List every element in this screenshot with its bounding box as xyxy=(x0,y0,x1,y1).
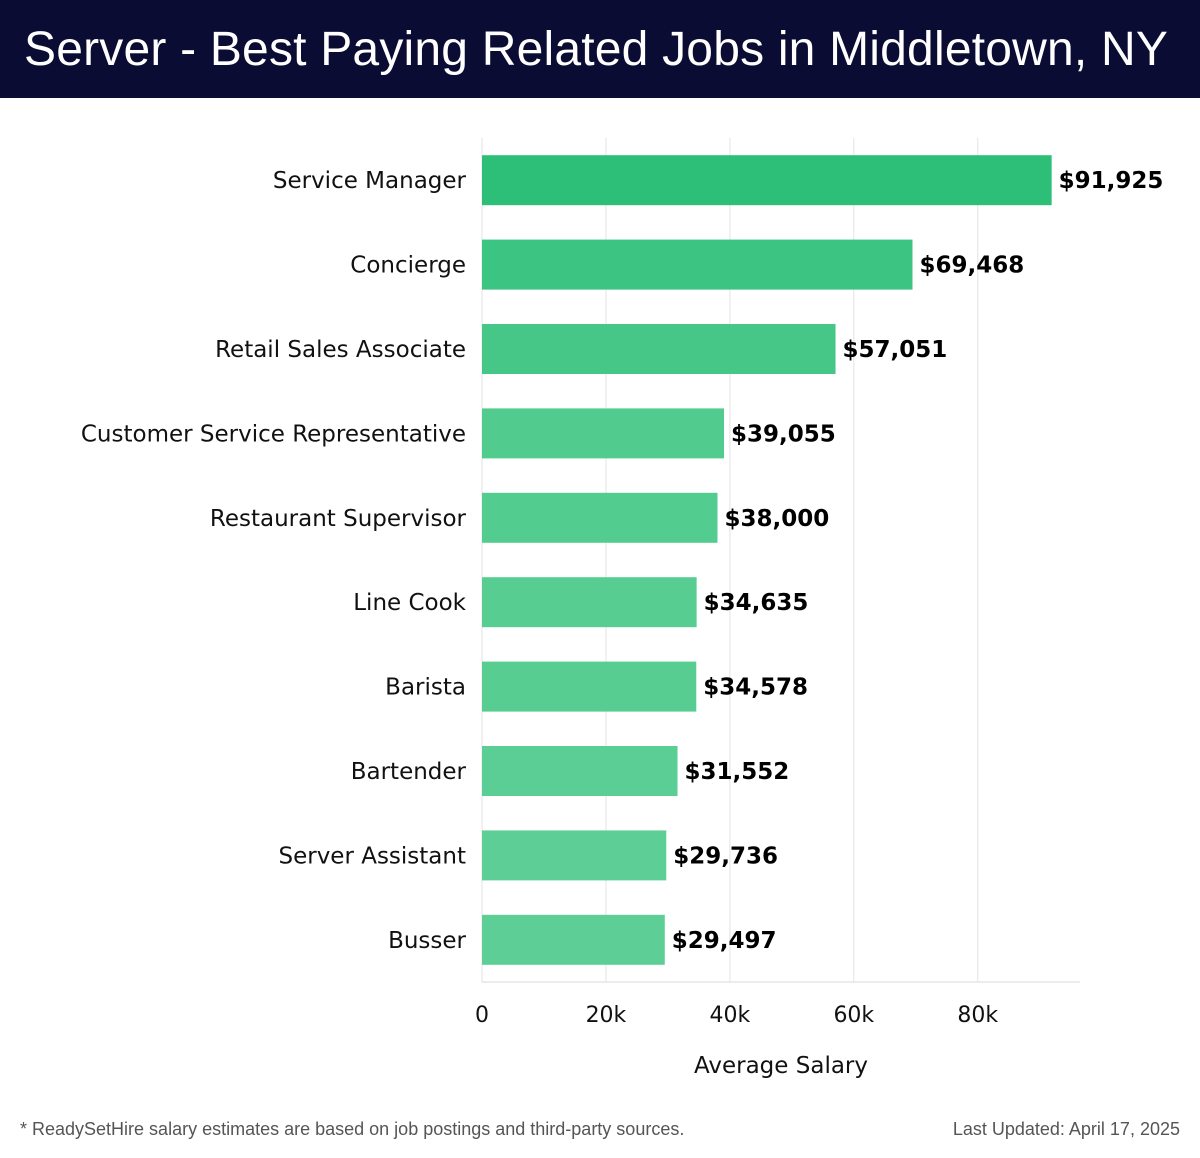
value-label: $29,497 xyxy=(672,928,777,954)
category-label: Retail Sales Associate xyxy=(215,337,466,363)
category-label: Service Manager xyxy=(273,168,467,194)
bar xyxy=(482,239,913,290)
category-label: Line Cook xyxy=(353,590,466,616)
page-title: Server - Best Paying Related Jobs in Mid… xyxy=(24,23,1169,76)
x-axis-title: Average Salary xyxy=(694,1053,868,1079)
value-label: $38,000 xyxy=(724,506,829,532)
bar xyxy=(482,155,1052,206)
bar xyxy=(482,492,718,543)
value-label: $39,055 xyxy=(731,421,836,447)
labels: Service Manager $91,925 Concierge $69,468 Re… xyxy=(81,168,1164,954)
bar xyxy=(482,661,697,712)
bar xyxy=(482,914,665,965)
footnote: * ReadySetHire salary estimates are base… xyxy=(20,1119,685,1139)
header-banner: Server - Best Paying Related Jobs in Mid… xyxy=(0,0,1200,98)
value-label: $57,051 xyxy=(843,337,948,363)
bar xyxy=(482,746,678,796)
x-tick-label: 40k xyxy=(710,1003,751,1028)
bar xyxy=(482,830,667,881)
x-tick-label: 0 xyxy=(475,1003,489,1028)
category-label: Bartender xyxy=(351,759,467,785)
bar xyxy=(482,408,725,459)
x-tick-label: 20k xyxy=(586,1003,627,1028)
value-label: $69,468 xyxy=(919,253,1024,279)
value-label: $34,635 xyxy=(704,590,809,616)
bars xyxy=(482,155,1052,965)
category-label: Concierge xyxy=(350,253,466,279)
x-axis-ticks: 0 20k 40k 60k 80k xyxy=(475,1003,998,1028)
value-label: $29,736 xyxy=(673,843,778,869)
value-label: $34,578 xyxy=(703,675,808,701)
bar xyxy=(482,324,836,374)
last-updated: Last Updated: April 17, 2025 xyxy=(952,1119,1180,1139)
salary-bar-chart: Service Manager $91,925 Concierge $69,468 Re… xyxy=(81,138,1164,1079)
category-label: Server Assistant xyxy=(278,843,466,869)
x-tick-label: 60k xyxy=(833,1003,874,1028)
value-label: $91,925 xyxy=(1059,168,1164,194)
bar xyxy=(482,577,697,628)
category-label: Restaurant Supervisor xyxy=(210,506,467,532)
category-label: Busser xyxy=(388,928,466,954)
category-label: Barista xyxy=(385,675,466,701)
x-tick-label: 80k xyxy=(957,1003,998,1028)
category-label: Customer Service Representative xyxy=(81,421,466,447)
value-label: $31,552 xyxy=(685,759,790,785)
